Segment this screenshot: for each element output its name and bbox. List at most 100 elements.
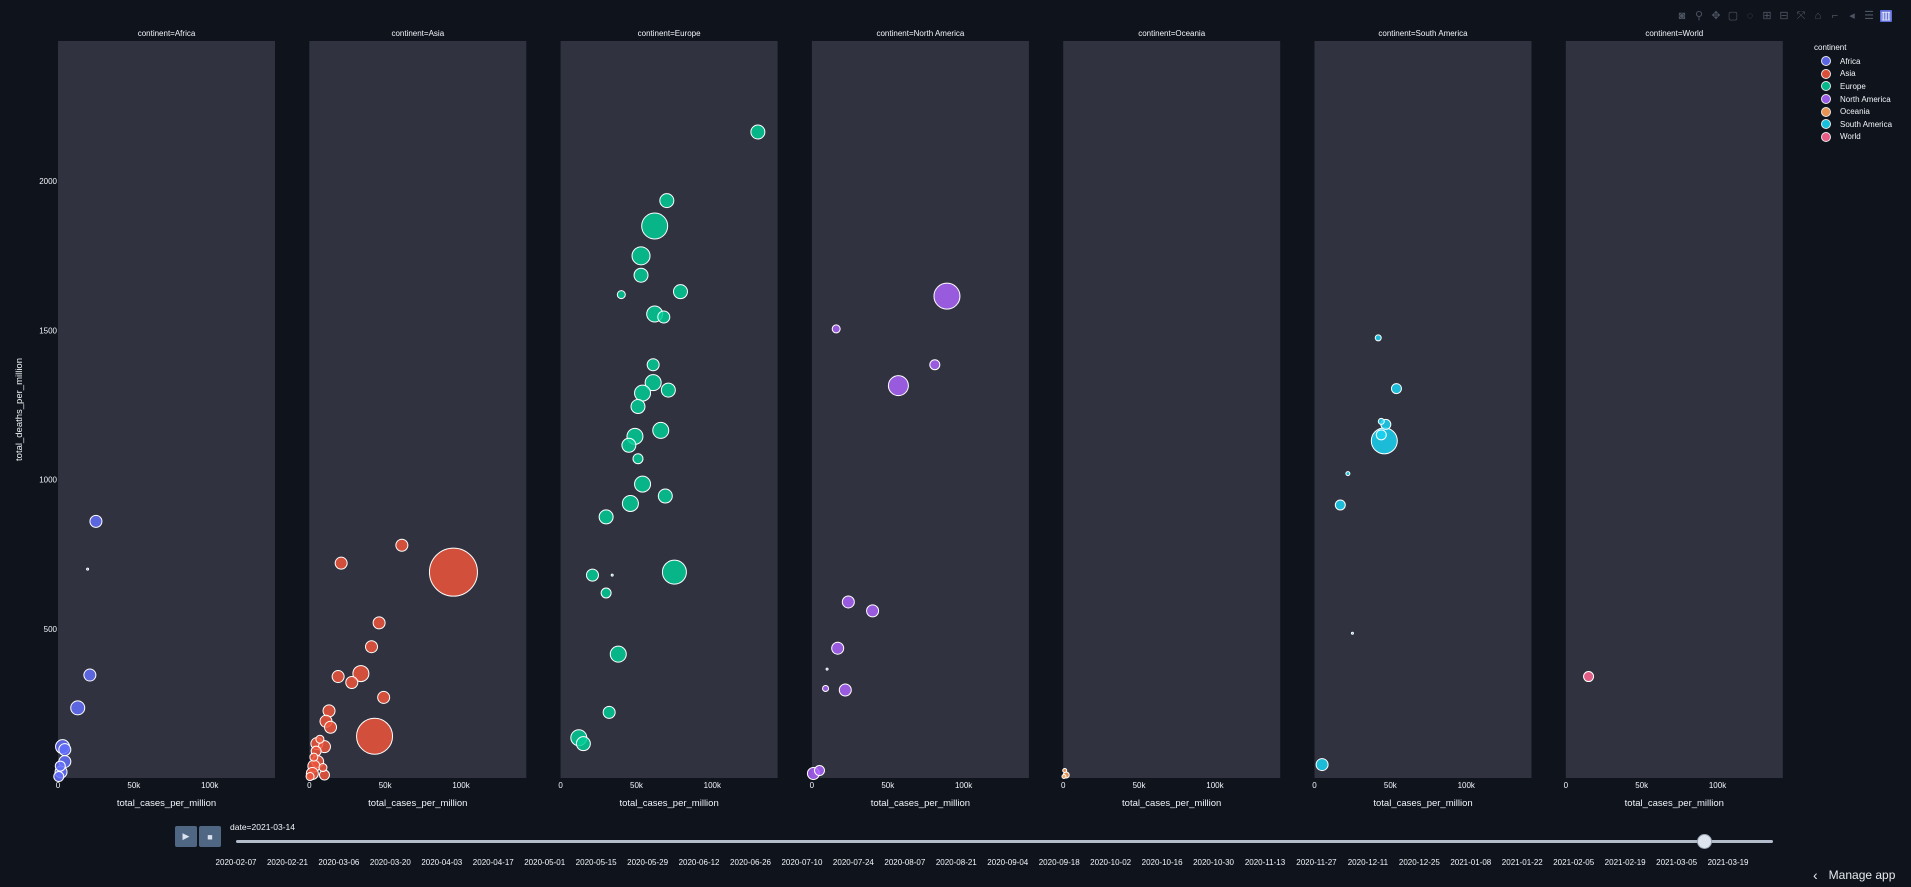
data-point [356,717,394,755]
data-point [309,752,319,762]
y-tick-label: 2000 [39,177,57,186]
slider-tick-label: 2021-03-19 [1707,858,1749,867]
zoom-icon[interactable]: ⚲ [1694,10,1704,22]
data-point [634,475,652,493]
slider-tick-label: 2020-11-13 [1244,858,1286,867]
x-tick-label: 0 [1061,781,1066,790]
data-point [585,568,599,582]
data-point [600,587,612,599]
reset-axes-icon[interactable]: ⌂ [1814,10,1822,22]
facet-panel [811,41,1029,778]
x-tick-label: 100k [1458,781,1476,790]
facet-title: continent=South America [1378,29,1468,38]
data-point [1062,768,1068,774]
data-point [631,246,651,266]
facet-title: continent=Europe [638,29,701,38]
slider-tick-label: 2021-01-22 [1501,858,1543,867]
slider-tick-label: 2020-03-20 [369,858,411,867]
data-point [659,193,675,209]
hover-compare-icon[interactable]: ☰ [1864,10,1874,22]
data-point [324,720,338,734]
x-tick-label: 0 [1564,781,1569,790]
data-point [630,399,646,415]
data-point [1374,334,1382,342]
legend-label: North America [1840,94,1891,104]
legend-item-asia[interactable]: Asia [1814,68,1892,81]
legend-swatch [1821,131,1831,142]
y-axis-title: total_deaths_per_million [14,358,25,461]
manage-app-button[interactable]: ‹ Manage app [1807,862,1911,887]
data-point [646,358,660,372]
slider-handle[interactable] [1696,834,1712,849]
slider-rail[interactable] [236,840,1773,843]
stop-icon: ■ [207,831,213,842]
x-tick-label: 50k [127,781,141,790]
data-point [660,382,676,398]
data-point [657,310,671,324]
data-point [621,494,639,512]
lasso-icon[interactable]: ◌ [1746,10,1754,22]
data-point [933,282,961,310]
facet-panel [560,41,778,778]
slider-tick-label: 2020-11-27 [1296,858,1337,867]
zoom-in-icon[interactable]: ⊞ [1762,10,1772,22]
data-point [377,690,391,704]
data-point [1375,429,1387,441]
legend-item-south-america[interactable]: South America [1814,118,1892,131]
data-point [610,573,614,577]
play-button[interactable]: ▶ [175,826,197,847]
data-point [661,559,687,585]
zoom-out-icon[interactable]: ⊟ [1779,10,1789,22]
legend-label: Europe [1840,81,1866,91]
data-point [672,284,688,300]
chevron-left-icon: ‹ [1813,866,1818,883]
legend-item-north-america[interactable]: North America [1814,93,1892,106]
slider-tick-label: 2020-02-07 [215,858,257,867]
data-point [652,421,670,439]
plotly-logo-icon[interactable]: ▥ [1880,10,1892,22]
data-point [395,538,409,552]
data-point [372,616,386,630]
legend-item-europe[interactable]: Europe [1814,80,1892,93]
slider-tick-label: 2020-12-11 [1347,858,1389,867]
legend-swatch [1821,56,1831,67]
x-tick-label: 50k [630,781,644,790]
legend-item-world[interactable]: World [1814,131,1892,144]
current-frame-label: date=2021-03-14 [230,822,295,832]
autoscale-icon[interactable]: ⤧ [1796,10,1806,22]
slider-tick-label: 2020-08-07 [884,858,926,867]
x-tick-label: 50k [1384,781,1398,790]
data-point [1377,417,1385,425]
facet-panel [1314,41,1532,778]
legend-swatch [1821,119,1831,130]
legend-swatch [1821,94,1831,105]
data-point [634,384,652,402]
data-point [315,734,325,744]
data-point [305,772,315,782]
data-point [54,760,66,772]
x-tick-label: 100k [955,781,973,790]
data-point [318,763,328,773]
data-point [750,124,766,140]
legend-swatch [1821,106,1831,117]
y-tick-label: 1000 [39,476,57,485]
legend-label: World [1840,132,1861,142]
hover-closest-icon[interactable]: ◂ [1849,10,1855,22]
data-point [831,641,845,655]
facet-panel [1565,41,1783,778]
slider-tick-label: 2020-09-18 [1038,858,1080,867]
box-select-icon[interactable]: ▢ [1727,10,1739,22]
stop-button[interactable]: ■ [199,826,221,847]
slider-tick-label: 2020-12-25 [1398,858,1440,867]
legend-swatch [1821,68,1831,79]
slider-tick-label: 2020-09-04 [987,858,1029,867]
data-point [1390,383,1402,395]
data-point [813,765,825,777]
camera-icon[interactable]: ◙ [1678,10,1686,22]
legend-item-oceania[interactable]: Oceania [1814,105,1892,118]
legend-item-africa[interactable]: Africa [1814,55,1892,68]
spike-lines-icon[interactable]: ⌐ [1831,10,1839,22]
pan-icon[interactable]: ✥ [1711,10,1721,22]
data-point [641,212,669,240]
data-point [825,667,829,671]
